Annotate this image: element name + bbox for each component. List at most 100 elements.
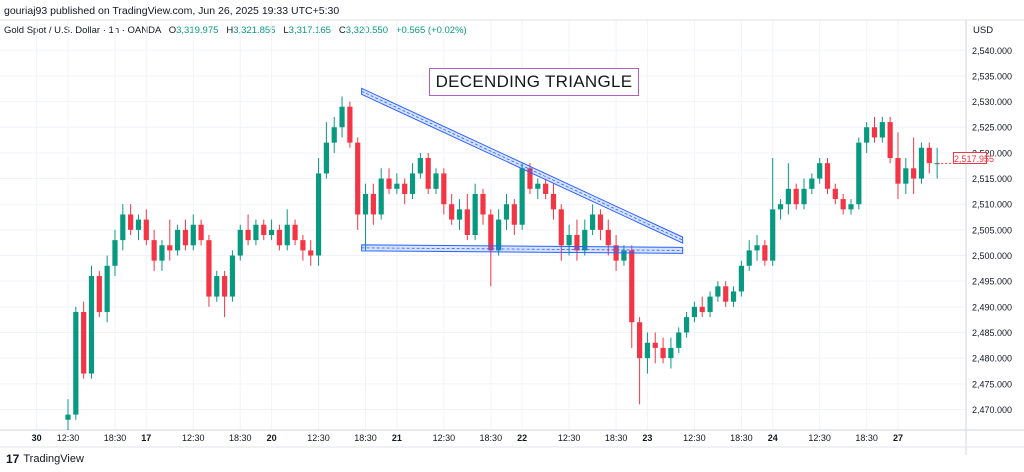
time-tick-label: 18:30 xyxy=(605,433,628,443)
time-tick-label: 18:30 xyxy=(104,433,127,443)
high-label: H xyxy=(226,25,234,36)
candle-body xyxy=(496,219,502,251)
published-by-text: gouriaj93 published on TradingView.com, … xyxy=(4,5,340,17)
candle-body xyxy=(167,245,173,251)
currency-label[interactable]: USD xyxy=(973,25,994,36)
price-tick-label: 2,525.000 xyxy=(972,123,1012,133)
close-label: C xyxy=(338,25,346,36)
last-price-tag: 2,517.955 xyxy=(953,152,995,164)
time-tick-label: 12:30 xyxy=(307,433,330,443)
candle-body xyxy=(660,347,666,359)
price-tick-label: 2,490.000 xyxy=(972,302,1012,312)
candle-body xyxy=(903,168,909,184)
candle-body xyxy=(425,158,431,189)
price-tick-label: 2,505.000 xyxy=(972,225,1012,235)
candle-body xyxy=(81,311,87,374)
time-tick-label: 18:30 xyxy=(730,433,753,443)
candle-body xyxy=(276,229,283,246)
candle-body xyxy=(636,322,643,359)
candle-body xyxy=(488,214,494,251)
candle-body xyxy=(723,286,729,302)
candle-body xyxy=(433,173,439,189)
candle-body xyxy=(777,204,784,210)
candle-body xyxy=(730,291,737,302)
candle-body xyxy=(378,178,384,215)
candle-body xyxy=(175,229,181,251)
candle-body xyxy=(793,188,799,205)
price-tick-label: 2,495.000 xyxy=(972,277,1012,287)
candle-body xyxy=(597,214,604,230)
candle-body xyxy=(590,214,596,230)
candle-body xyxy=(668,347,674,359)
candle-body xyxy=(558,209,564,246)
brand-name: TradingView xyxy=(23,453,84,465)
candle-body xyxy=(441,173,447,205)
candle-body xyxy=(120,214,126,241)
candle-body xyxy=(824,163,831,189)
candle-body xyxy=(104,265,110,312)
candle-body xyxy=(809,178,815,189)
time-tick-label: 18:30 xyxy=(855,433,878,443)
price-tick-label: 2,535.000 xyxy=(972,71,1012,81)
time-tick-label: 12:30 xyxy=(57,433,80,443)
candle-body xyxy=(182,229,189,246)
candle-body xyxy=(128,214,134,230)
symbol-ohlc-row: Gold Spot / U.S. Dollar · 1h · OANDA O3,… xyxy=(4,25,467,36)
price-tick-label: 2,530.000 xyxy=(972,97,1012,107)
candle-body xyxy=(574,235,580,251)
candle-body xyxy=(503,204,510,220)
trendline-flat-support[interactable] xyxy=(361,244,684,254)
candle-body xyxy=(331,127,337,143)
time-tick-label: 22 xyxy=(517,433,527,443)
candle-body xyxy=(856,142,862,205)
time-tick-label: 18:30 xyxy=(229,433,252,443)
candle-body xyxy=(864,127,870,143)
symbol-name[interactable]: Gold Spot / U.S. Dollar · 1h · OANDA xyxy=(4,25,161,36)
candle-body xyxy=(417,158,423,174)
price-tick-label: 2,485.000 xyxy=(972,328,1012,338)
candle-body xyxy=(339,106,345,128)
candle-body xyxy=(449,204,455,220)
candle-body xyxy=(887,122,893,159)
candle-body xyxy=(511,204,517,225)
candle-body xyxy=(832,188,838,200)
candle-body xyxy=(550,193,557,210)
candle-body xyxy=(480,193,486,215)
candle-body xyxy=(261,224,267,235)
candle-body xyxy=(237,229,243,256)
candle-body xyxy=(605,229,611,246)
candle-body xyxy=(644,342,651,359)
time-tick-label: 17 xyxy=(141,433,151,443)
candle-body xyxy=(817,163,823,179)
trendline-falling-resistance[interactable] xyxy=(361,87,684,244)
candle-body xyxy=(840,199,846,210)
candle-body xyxy=(582,229,588,251)
pattern-annotation[interactable]: DECENDING TRIANGLE xyxy=(429,68,639,96)
candle-body xyxy=(229,255,236,297)
candle-body xyxy=(292,224,298,241)
candle-body xyxy=(519,168,525,225)
candle-body xyxy=(347,106,353,143)
candle-body xyxy=(88,276,95,374)
candle-body xyxy=(770,209,776,261)
time-tick-label: 20 xyxy=(267,433,277,443)
candle-body xyxy=(112,240,118,266)
candle-body xyxy=(472,193,478,235)
time-tick-label: 12:30 xyxy=(433,433,456,443)
open-value: 3,319.975 xyxy=(176,25,219,36)
candle-body xyxy=(652,342,658,348)
price-tick-label: 2,500.000 xyxy=(972,251,1012,261)
change-value: +0.565 (+0.02%) xyxy=(395,25,467,36)
candle-body xyxy=(456,209,463,220)
low-label: L xyxy=(283,25,289,36)
candle-body xyxy=(198,224,204,241)
candle-body xyxy=(754,245,760,251)
candle-body xyxy=(895,158,901,184)
candle-body xyxy=(746,250,752,266)
candle-body xyxy=(691,306,697,318)
price-tick-label: 2,510.000 xyxy=(972,200,1012,210)
candle-body xyxy=(245,229,251,241)
candle-body xyxy=(699,306,705,312)
time-tick-label: 12:30 xyxy=(558,433,581,443)
